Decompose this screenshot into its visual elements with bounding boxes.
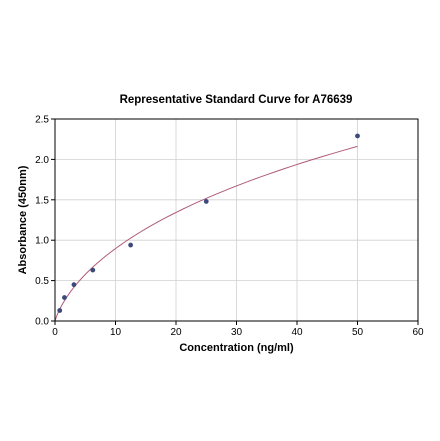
- x-tick-label: 0: [52, 327, 58, 338]
- x-tick-label: 60: [412, 327, 424, 338]
- data-points-layer: [57, 133, 360, 313]
- chart-title: Representative Standard Curve for A76639: [120, 94, 353, 106]
- y-tick-label: 0.5: [35, 276, 49, 287]
- y-axis-label: Absorbance (450nm): [17, 165, 29, 274]
- x-tick-label: 20: [170, 327, 182, 338]
- y-tick-label: 1.5: [35, 195, 49, 206]
- data-point: [90, 267, 96, 273]
- fit-curve: [54, 145, 358, 321]
- data-point: [62, 295, 67, 300]
- x-tick-label: 10: [110, 327, 122, 338]
- x-tick-label: 30: [231, 327, 243, 338]
- grid: [54, 118, 419, 322]
- data-point: [57, 308, 63, 313]
- y-tick-label: 2.5: [35, 115, 49, 126]
- data-point: [128, 242, 134, 248]
- x-tick-label: 50: [352, 327, 364, 338]
- data-point: [355, 133, 360, 139]
- data-point: [203, 199, 209, 204]
- y-tick-label: 1.0: [35, 236, 49, 247]
- y-tick-label: 0.0: [35, 317, 49, 328]
- data-point: [71, 282, 77, 288]
- x-tick-label: 40: [291, 327, 303, 338]
- y-tick-label: 2.0: [35, 155, 49, 166]
- axis-ticks: 0 10 20 30 40 50 60 0.0 0.5 1.0 1.5 2.0 2.5: [35, 115, 424, 339]
- x-axis-label: Concentration (ng/ml): [179, 342, 294, 354]
- fit-curve-layer: [54, 145, 358, 321]
